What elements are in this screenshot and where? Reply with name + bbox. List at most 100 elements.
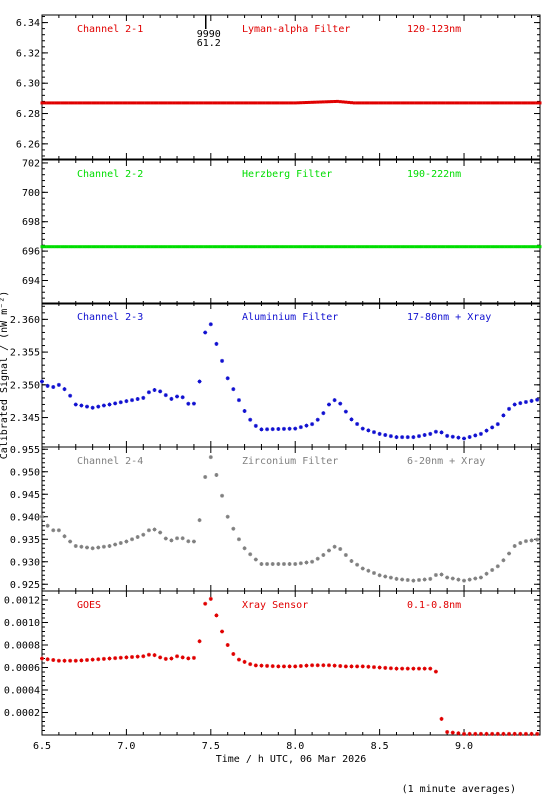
data-point xyxy=(422,433,427,437)
data-point xyxy=(422,577,427,582)
data-point xyxy=(46,101,50,105)
data-point xyxy=(276,427,281,431)
data-point xyxy=(130,655,135,659)
data-point xyxy=(62,534,67,539)
data-point xyxy=(119,101,123,105)
data-point xyxy=(479,101,483,105)
data-point xyxy=(102,245,106,249)
data-point xyxy=(355,101,359,105)
data-point xyxy=(394,435,399,440)
data-point xyxy=(420,245,424,249)
x-tick-label: 7.0 xyxy=(117,741,135,752)
data-point xyxy=(499,245,503,249)
data-point xyxy=(287,562,292,566)
data-point xyxy=(268,245,272,249)
data-point xyxy=(48,245,52,249)
data-point xyxy=(195,245,199,249)
data-point xyxy=(454,245,458,249)
data-point xyxy=(321,411,326,416)
y-tick-label: 0.0010 xyxy=(4,618,40,629)
data-point xyxy=(192,101,196,105)
data-point xyxy=(507,245,511,249)
data-point xyxy=(225,643,230,647)
data-point xyxy=(352,245,356,249)
data-point xyxy=(338,245,342,249)
data-point xyxy=(74,245,78,249)
data-point xyxy=(315,556,320,561)
data-point xyxy=(375,101,379,105)
data-point xyxy=(433,429,438,434)
data-point xyxy=(372,245,376,249)
data-point xyxy=(355,422,360,427)
data-point xyxy=(74,101,78,105)
data-point xyxy=(48,101,52,105)
data-point xyxy=(63,101,67,105)
data-point xyxy=(82,245,86,249)
data-point xyxy=(146,528,151,533)
footnote: (1 minute averages) xyxy=(402,784,516,795)
data-point xyxy=(79,544,84,549)
data-point xyxy=(484,731,489,736)
data-point xyxy=(366,428,371,433)
data-point xyxy=(304,663,309,668)
panel-filter-label: Herzberg Filter xyxy=(242,169,332,180)
data-point xyxy=(397,101,401,105)
data-point xyxy=(118,655,123,660)
data-point xyxy=(352,101,356,105)
data-point xyxy=(366,664,371,669)
data-point xyxy=(183,245,187,249)
data-point xyxy=(335,245,339,249)
data-point xyxy=(108,245,112,249)
y-tick-label: 6.32 xyxy=(16,48,40,59)
data-point xyxy=(198,101,202,105)
data-point xyxy=(490,245,494,249)
data-point xyxy=(223,101,227,105)
data-point xyxy=(155,245,159,249)
data-point xyxy=(107,656,112,661)
data-point xyxy=(169,245,173,249)
data-point xyxy=(51,385,56,389)
data-point xyxy=(440,245,444,249)
y-tick-label: 6.28 xyxy=(16,109,40,120)
data-point xyxy=(515,101,519,105)
data-point xyxy=(338,547,343,551)
data-point xyxy=(85,658,90,662)
data-point xyxy=(518,731,523,736)
data-point xyxy=(372,665,376,670)
data-point xyxy=(326,663,331,668)
data-point xyxy=(478,575,483,580)
panel-filter-label: Aluminium Filter xyxy=(242,312,338,323)
data-point xyxy=(51,528,56,533)
data-point xyxy=(225,514,230,519)
data-point xyxy=(220,245,224,249)
data-point xyxy=(473,433,478,438)
y-tick-label: 0.0002 xyxy=(4,708,40,719)
data-point xyxy=(144,245,148,249)
data-point xyxy=(203,475,208,479)
data-point xyxy=(321,245,325,249)
data-point xyxy=(523,731,528,736)
data-point xyxy=(158,245,162,249)
data-point xyxy=(388,575,393,580)
data-point xyxy=(251,245,255,249)
data-point xyxy=(319,245,323,249)
data-point xyxy=(259,562,264,566)
y-tick-label: 0.945 xyxy=(10,490,40,501)
data-point xyxy=(456,101,460,105)
data-point xyxy=(217,245,221,249)
data-point xyxy=(290,245,294,249)
data-point xyxy=(85,245,89,249)
data-series xyxy=(40,455,540,583)
data-point xyxy=(307,100,311,104)
data-point xyxy=(158,655,163,660)
data-point xyxy=(62,387,67,392)
data-point xyxy=(501,245,505,249)
data-point xyxy=(423,245,427,249)
data-point xyxy=(225,376,230,381)
data-point xyxy=(147,101,151,105)
data-point xyxy=(417,101,421,105)
data-point xyxy=(510,101,514,105)
data-point xyxy=(108,101,112,105)
panel-frame xyxy=(41,159,541,305)
